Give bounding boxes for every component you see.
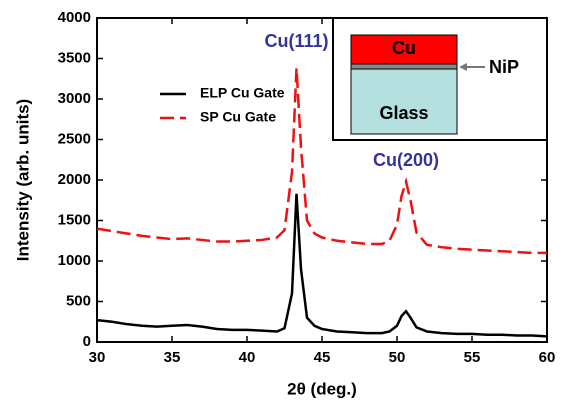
x-tick-label: 45 — [314, 349, 331, 366]
x-axis-label: 2θ (deg.) — [287, 379, 357, 398]
y-tick-label: 500 — [66, 292, 91, 309]
data-line — [96, 68, 547, 255]
y-tick-label: 0 — [83, 333, 91, 350]
x-tick-label: 30 — [89, 349, 106, 366]
y-axis-label: Intensity (arb. units) — [13, 99, 32, 261]
inset-arrow-head — [459, 63, 467, 71]
legend-label: SP Cu Gate — [200, 109, 276, 125]
peak-label: Cu(200) — [373, 150, 439, 170]
y-tick-label: 2500 — [58, 130, 91, 147]
x-tick-label: 55 — [464, 349, 481, 366]
data-line — [96, 193, 548, 338]
y-tick-label: 1000 — [58, 252, 91, 269]
x-tick-label: 60 — [539, 349, 556, 366]
y-tick-label: 3000 — [58, 90, 91, 107]
inset-glass-layer — [350, 68, 458, 135]
peak-label: Cu(111) — [264, 31, 328, 51]
y-tick-label: 1500 — [58, 211, 91, 228]
y-tick-label: 2000 — [58, 171, 91, 188]
x-tick-label: 35 — [164, 349, 181, 366]
inset-label: Cu — [392, 38, 416, 58]
y-tick-label: 4000 — [58, 9, 91, 26]
x-tick-label: 50 — [389, 349, 406, 366]
inset-nip-layer — [350, 63, 458, 70]
inset-label: NiP — [489, 57, 519, 77]
y-tick-label: 3500 — [58, 49, 91, 66]
inset-cu-layer — [350, 34, 458, 65]
legend-label: ELP Cu Gate — [200, 85, 285, 101]
x-tick-label: 40 — [239, 349, 256, 366]
inset-label: Glass — [379, 103, 428, 123]
